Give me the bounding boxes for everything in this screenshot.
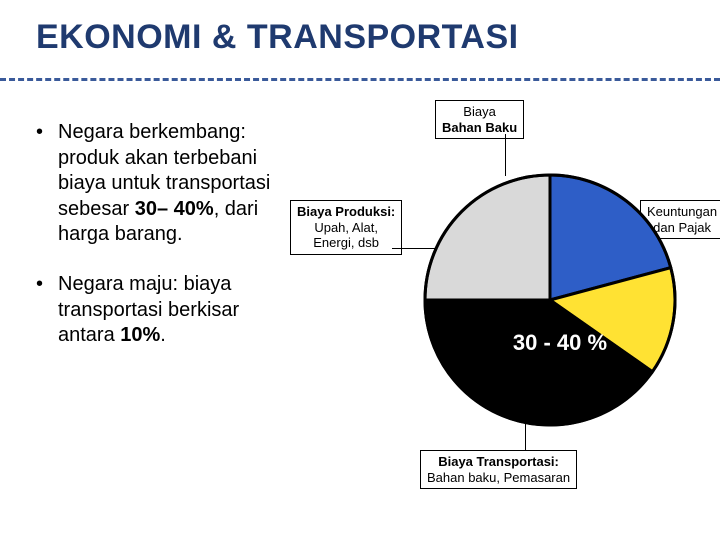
page-title: EKONOMI & TRANSPORTASI — [0, 0, 720, 65]
bullet-text-bold: 30– 40% — [135, 198, 214, 220]
callout-produksi: Biaya Produksi: Upah, Alat, Energi, dsb — [290, 200, 402, 255]
callout-bahan-baku: Biaya Bahan Baku — [435, 100, 524, 139]
bullet-list: Negara berkembang: produk akan terbebani… — [36, 120, 296, 373]
callout-line: Bahan Baku — [442, 120, 517, 135]
bullet-text-post: . — [160, 324, 166, 346]
callout-line: Biaya Produksi: — [297, 204, 395, 219]
content-area: Negara berkembang: produk akan terbebani… — [0, 100, 720, 540]
bullet-text-bold: 10% — [120, 324, 160, 346]
callout-line: Upah, Alat, — [314, 220, 378, 235]
callout-line: Bahan baku, Pemasaran — [427, 470, 570, 485]
pie-slice — [425, 175, 550, 300]
callout-line: Energi, dsb — [313, 235, 379, 250]
pie-chart — [420, 170, 680, 430]
bullet-item: Negara berkembang: produk akan terbebani… — [36, 120, 296, 248]
callout-line: Biaya — [463, 104, 496, 119]
bullet-item: Negara maju: biaya transportasi berkisar… — [36, 272, 296, 349]
title-divider — [0, 78, 720, 81]
callout-transportasi: Biaya Transportasi: Bahan baku, Pemasara… — [420, 450, 577, 489]
pie-center-label: 30 - 40 % — [495, 330, 625, 356]
callout-line: Biaya Transportasi: — [438, 454, 559, 469]
pie-chart-area: Biaya Bahan Baku Biaya Produksi: Upah, A… — [300, 100, 720, 520]
